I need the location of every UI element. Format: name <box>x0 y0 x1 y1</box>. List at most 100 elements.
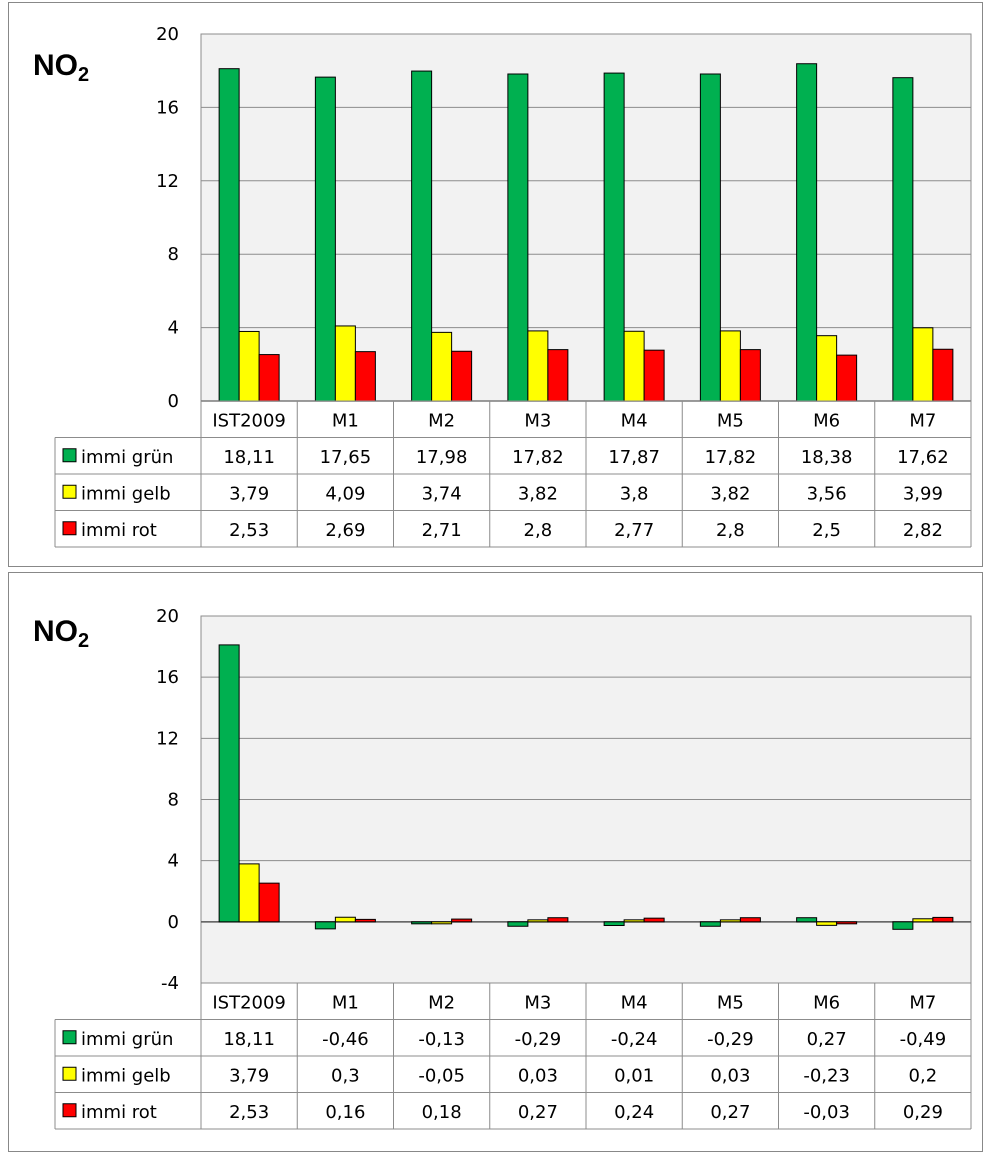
x-category-label: IST2009 <box>212 992 286 1013</box>
y-tick-label: 12 <box>156 171 179 192</box>
bar <box>547 917 569 923</box>
bar <box>836 354 858 402</box>
data-label: -0,46 <box>322 1029 369 1050</box>
data-label: 2,77 <box>614 520 654 541</box>
data-label: 17,82 <box>512 447 564 468</box>
data-label: 3,79 <box>229 1065 269 1086</box>
data-label: 0,27 <box>710 1102 750 1123</box>
legend-label: immi rot <box>81 520 157 541</box>
data-label: 2,82 <box>903 520 943 541</box>
data-label: 0,29 <box>903 1102 943 1123</box>
data-label: 0,18 <box>422 1102 462 1123</box>
bar <box>719 919 741 923</box>
bar <box>354 351 376 402</box>
bar <box>431 331 453 402</box>
bar <box>699 921 721 927</box>
bar <box>643 349 665 402</box>
y-tick-label: 12 <box>156 728 179 749</box>
data-label: 0,16 <box>325 1102 365 1123</box>
data-label: -0,03 <box>803 1102 850 1123</box>
bar <box>507 73 529 402</box>
data-label: 0,03 <box>710 1065 750 1086</box>
x-category-label: M7 <box>909 992 936 1013</box>
data-label: -0,24 <box>611 1029 658 1050</box>
data-label: 3,79 <box>229 483 269 504</box>
y-tick-label: 4 <box>168 851 179 872</box>
data-label: 18,11 <box>223 1029 275 1050</box>
data-label: 2,8 <box>716 520 745 541</box>
bar <box>238 330 260 402</box>
bar <box>431 921 453 925</box>
data-label: 0,01 <box>614 1065 654 1086</box>
bar-chart-top: 0 4 8 12 16 20 IST2009 M1 M2 M3 M4 M5 M6 M7 immi grün 1… <box>54 24 972 548</box>
legend-key <box>62 1030 77 1045</box>
bar <box>912 327 934 402</box>
bar <box>451 350 473 402</box>
y-tick-label: -4 <box>161 973 179 994</box>
bar <box>527 919 549 923</box>
bar-chart-bottom: -4 0 4 8 12 16 20 IST2009 M1 M2 M3 M4 M5 M6 M7 immi grü… <box>54 606 972 1130</box>
bar <box>643 917 665 923</box>
legend-label: immi rot <box>81 1102 157 1123</box>
bar <box>314 76 336 402</box>
data-label: 2,53 <box>229 1102 269 1123</box>
bar <box>932 916 954 923</box>
data-label: 3,82 <box>518 483 558 504</box>
data-label: -0,49 <box>900 1029 947 1050</box>
data-label: -0,05 <box>418 1065 465 1086</box>
bar <box>932 348 954 402</box>
chart-panel-top: NO2 0 4 8 12 16 20 IST2009 M1 M2 M3 M4 M5 M6 M7 immi g… <box>8 2 983 567</box>
bar <box>218 644 240 923</box>
x-category-label: M1 <box>332 992 359 1013</box>
legend-label: immi gelb <box>81 483 171 504</box>
y-tick-label: 8 <box>168 790 179 811</box>
bar <box>547 349 569 402</box>
data-label: 4,09 <box>325 483 365 504</box>
bar <box>796 917 818 923</box>
data-label: 2,5 <box>812 520 841 541</box>
bar <box>796 63 818 402</box>
y-tick-label: 20 <box>156 606 179 627</box>
x-category-label: M6 <box>813 992 840 1013</box>
x-category-label: M3 <box>524 410 551 431</box>
data-label: 3,82 <box>710 483 750 504</box>
legend-key <box>62 448 77 463</box>
y-tick-label: 8 <box>168 244 179 265</box>
y-tick-label: 16 <box>156 97 179 118</box>
bar <box>623 919 645 923</box>
x-category-label: M4 <box>621 992 648 1013</box>
data-label: -0,13 <box>418 1029 465 1050</box>
data-label: 3,8 <box>620 483 649 504</box>
legend-key <box>62 484 77 499</box>
x-category-label: M5 <box>717 410 744 431</box>
bar <box>314 921 336 930</box>
x-category-label: M6 <box>813 410 840 431</box>
bar <box>258 354 280 402</box>
bar <box>507 921 529 927</box>
y-tick-label: 16 <box>156 667 179 688</box>
bar <box>218 68 240 402</box>
bar <box>258 882 280 923</box>
data-label: -0,23 <box>803 1065 850 1086</box>
data-label: 2,8 <box>524 520 553 541</box>
data-label: 3,74 <box>422 483 462 504</box>
legend-label: immi grün <box>81 447 173 468</box>
chart-title-bottom: NO2 <box>33 615 90 652</box>
data-label: 0,27 <box>807 1029 847 1050</box>
x-category-label: M5 <box>717 992 744 1013</box>
bar <box>411 921 433 925</box>
chart-title-top: NO2 <box>33 49 90 86</box>
x-category-label: M2 <box>428 410 455 431</box>
data-label: 0,3 <box>331 1065 360 1086</box>
bar <box>238 863 260 923</box>
y-tick-label: 0 <box>168 391 179 412</box>
x-category-label: M4 <box>621 410 648 431</box>
x-category-label: M7 <box>909 410 936 431</box>
legend-key <box>62 521 77 536</box>
bar <box>603 72 625 402</box>
bar <box>603 921 625 927</box>
x-category-label: M1 <box>332 410 359 431</box>
bar <box>719 330 741 402</box>
bar <box>411 70 433 402</box>
data-label: 0,2 <box>909 1065 938 1086</box>
